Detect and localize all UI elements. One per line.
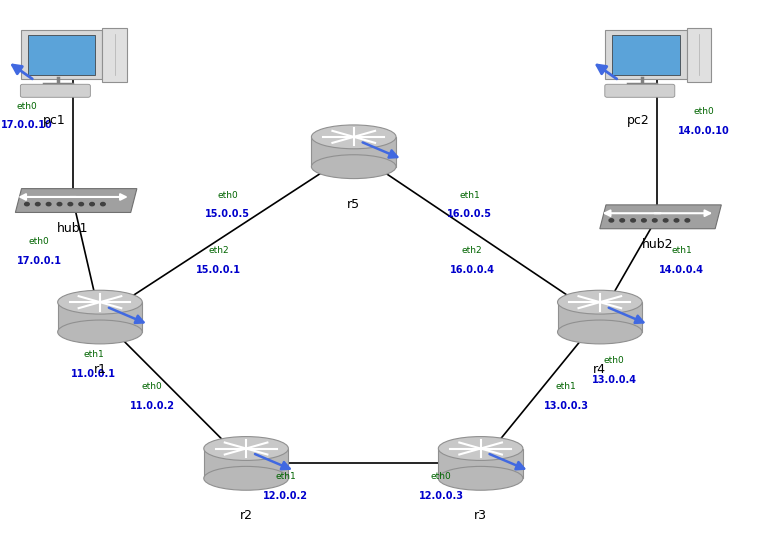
Ellipse shape — [438, 466, 523, 490]
Ellipse shape — [58, 291, 142, 314]
Text: eth1: eth1 — [671, 246, 692, 255]
Text: pc1: pc1 — [42, 114, 65, 127]
Ellipse shape — [204, 437, 288, 461]
Text: hub1: hub1 — [58, 222, 88, 235]
Text: eth0: eth0 — [28, 237, 49, 246]
Ellipse shape — [438, 437, 523, 461]
Text: 11.0.0.1: 11.0.0.1 — [72, 369, 116, 379]
Text: 17.0.0.1: 17.0.0.1 — [16, 256, 62, 266]
Circle shape — [25, 203, 29, 206]
Text: 16.0.0.4: 16.0.0.4 — [450, 265, 494, 275]
Circle shape — [101, 203, 105, 206]
FancyBboxPatch shape — [102, 28, 127, 81]
FancyBboxPatch shape — [21, 30, 102, 79]
Text: 14.0.0.10: 14.0.0.10 — [677, 126, 730, 136]
Text: 13.0.0.4: 13.0.0.4 — [591, 375, 637, 384]
Circle shape — [685, 219, 690, 222]
FancyBboxPatch shape — [28, 35, 95, 74]
Text: eth1: eth1 — [275, 472, 296, 481]
Circle shape — [68, 203, 72, 206]
Text: 15.0.0.5: 15.0.0.5 — [205, 210, 250, 220]
Text: eth0: eth0 — [694, 107, 714, 117]
FancyBboxPatch shape — [604, 85, 675, 98]
Bar — [311, 137, 396, 167]
Text: eth1: eth1 — [556, 382, 577, 391]
Circle shape — [609, 219, 614, 222]
Ellipse shape — [58, 320, 142, 344]
Circle shape — [79, 203, 84, 206]
FancyBboxPatch shape — [687, 28, 711, 81]
Text: eth1: eth1 — [84, 350, 104, 359]
Circle shape — [674, 219, 679, 222]
Bar — [558, 302, 642, 332]
Ellipse shape — [558, 320, 642, 344]
FancyBboxPatch shape — [605, 30, 687, 79]
Text: 14.0.0.4: 14.0.0.4 — [659, 264, 704, 275]
Text: eth0: eth0 — [142, 382, 162, 391]
Text: 12.0.0.2: 12.0.0.2 — [263, 491, 308, 500]
Text: hub2: hub2 — [642, 238, 673, 251]
Text: eth0: eth0 — [604, 356, 624, 365]
Bar — [204, 449, 288, 479]
Text: eth0: eth0 — [17, 102, 37, 111]
Text: eth0: eth0 — [218, 191, 238, 200]
Text: r4: r4 — [594, 363, 606, 376]
Circle shape — [631, 219, 635, 222]
Text: 17.0.0.10: 17.0.0.10 — [1, 120, 53, 131]
Polygon shape — [15, 189, 137, 212]
Circle shape — [652, 219, 657, 222]
Text: r3: r3 — [474, 509, 487, 522]
FancyBboxPatch shape — [20, 85, 91, 98]
Text: 13.0.0.3: 13.0.0.3 — [544, 401, 589, 410]
Circle shape — [35, 203, 40, 206]
Text: 16.0.0.5: 16.0.0.5 — [448, 210, 492, 220]
Text: 11.0.0.2: 11.0.0.2 — [130, 401, 175, 410]
Bar — [58, 302, 142, 332]
Text: eth2: eth2 — [208, 246, 228, 255]
Text: r5: r5 — [347, 198, 361, 211]
Text: r1: r1 — [94, 363, 106, 376]
Circle shape — [90, 203, 95, 206]
Polygon shape — [600, 205, 721, 229]
Circle shape — [641, 219, 646, 222]
Text: r2: r2 — [240, 509, 252, 522]
Ellipse shape — [558, 291, 642, 314]
Text: eth1: eth1 — [460, 191, 480, 200]
Text: eth2: eth2 — [462, 246, 482, 255]
Ellipse shape — [204, 466, 288, 490]
Ellipse shape — [311, 155, 396, 179]
Circle shape — [664, 219, 668, 222]
Text: pc2: pc2 — [627, 114, 650, 127]
Text: 12.0.0.3: 12.0.0.3 — [418, 491, 464, 500]
Circle shape — [57, 203, 62, 206]
Circle shape — [46, 203, 51, 206]
Circle shape — [620, 219, 624, 222]
Ellipse shape — [311, 125, 396, 149]
FancyBboxPatch shape — [612, 35, 680, 74]
Text: 15.0.0.1: 15.0.0.1 — [196, 265, 241, 275]
Text: eth0: eth0 — [431, 472, 451, 481]
Bar — [438, 449, 523, 479]
